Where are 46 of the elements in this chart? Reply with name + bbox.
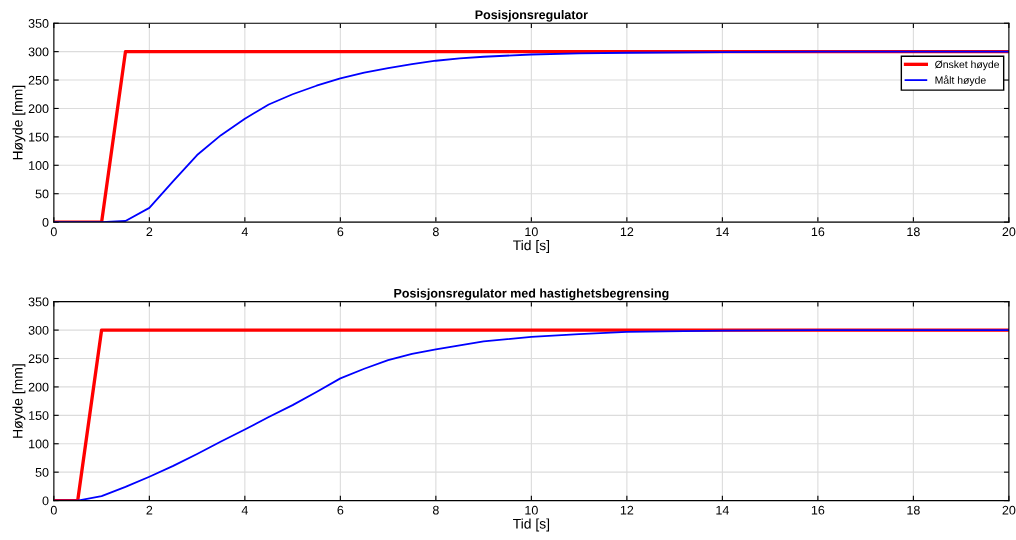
x-tick-label: 4 bbox=[241, 505, 248, 515]
y-axis-title: Høyde [mm] bbox=[12, 364, 26, 438]
y-tick-label: 350 bbox=[28, 297, 49, 307]
x-tick-label: 20 bbox=[1002, 505, 1016, 515]
y-tick-label: 300 bbox=[28, 47, 49, 57]
y-tick-label: 50 bbox=[35, 467, 49, 477]
y-tick-label: 200 bbox=[28, 104, 49, 114]
y-tick-label: 100 bbox=[29, 439, 49, 449]
x-tick-label: 12 bbox=[620, 227, 634, 237]
x-tick-label: 8 bbox=[432, 505, 439, 515]
legend-label: Ønsket høyde bbox=[935, 60, 1000, 71]
y-axis-title: Høyde [mm] bbox=[12, 85, 26, 160]
x-tick-label: 20 bbox=[1002, 227, 1016, 237]
chart-title: Posisjonsregulator med hastighetsbegrensing bbox=[394, 288, 669, 301]
x-tick-label: 2 bbox=[146, 505, 153, 515]
x-axis-title: Tid [s] bbox=[513, 518, 550, 532]
y-tick-label: 0 bbox=[42, 217, 49, 227]
y-tick-label: 0 bbox=[42, 496, 49, 506]
x-tick-label: 4 bbox=[241, 227, 248, 237]
x-tick-label: 16 bbox=[811, 505, 825, 515]
x-tick-label: 6 bbox=[337, 505, 344, 515]
y-tick-label: 250 bbox=[28, 354, 49, 364]
y-tick-label: 200 bbox=[28, 382, 49, 392]
x-tick-label: 18 bbox=[907, 505, 920, 515]
x-tick-label: 12 bbox=[620, 505, 634, 515]
y-tick-label: 150 bbox=[29, 411, 49, 420]
y-tick-label: 300 bbox=[28, 325, 49, 335]
x-tick-label: 0 bbox=[50, 505, 57, 515]
x-tick-label: 10 bbox=[525, 505, 538, 515]
x-tick-label: 6 bbox=[337, 227, 344, 237]
x-axis-title: Tid [s] bbox=[513, 240, 550, 253]
chart-title: Posisjonsregulator bbox=[475, 9, 588, 22]
y-tick-label: 150 bbox=[29, 132, 49, 142]
y-tick-label: 250 bbox=[28, 75, 49, 85]
y-tick-label: 50 bbox=[35, 189, 49, 199]
x-tick-label: 14 bbox=[716, 505, 729, 515]
x-tick-label: 10 bbox=[525, 227, 538, 237]
legend-label: Målt høyde bbox=[935, 75, 986, 86]
x-tick-label: 0 bbox=[50, 227, 57, 237]
x-tick-label: 2 bbox=[146, 227, 153, 237]
x-tick-label: 8 bbox=[432, 227, 439, 237]
x-tick-label: 14 bbox=[716, 227, 729, 237]
x-tick-label: 16 bbox=[811, 227, 825, 237]
y-tick-label: 100 bbox=[29, 161, 49, 170]
x-tick-label: 18 bbox=[907, 227, 920, 237]
y-tick-label: 350 bbox=[28, 19, 49, 28]
